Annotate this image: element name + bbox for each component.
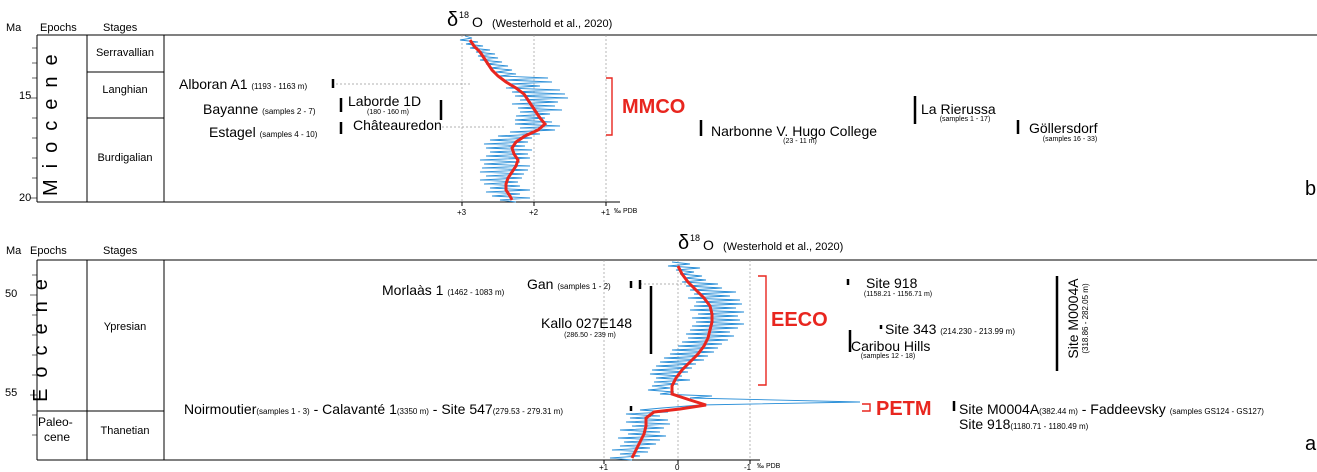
- panel-b-gridlines: [336, 35, 607, 202]
- panel-b-site-bars: [331, 79, 1020, 136]
- panel-b: Ma Epochs Stages δ 18 O (Westerhold et a…: [6, 9, 1317, 217]
- title-delta: δ: [447, 9, 459, 31]
- axis-tick-minus1: -1: [744, 463, 752, 472]
- site-gollersdorf: Göllersdorf: [1029, 120, 1098, 136]
- axis-unit: ‰ PDB: [757, 463, 781, 470]
- panel-a-gridlines: [603, 260, 751, 460]
- eeco-bracket: [758, 275, 767, 386]
- title-ref: (Westerhold et al., 2020): [492, 18, 613, 30]
- stage-ypresian: Ypresian: [103, 321, 147, 333]
- tick-50: 50: [5, 288, 18, 300]
- axis-tick-plus1: +1: [599, 463, 609, 472]
- site-caribou: Caribou Hills: [851, 338, 931, 354]
- panel-b-axis-ticks: [461, 202, 607, 206]
- stage-langhian: Langhian: [102, 84, 148, 96]
- tick-15: 15: [19, 90, 32, 102]
- panel-b-minor-ticks: [30, 47, 37, 199]
- stage-serravallian: Serravallian: [95, 47, 155, 59]
- panel-b-smooth-curve: [468, 39, 548, 201]
- stage-thanetian: Thanetian: [100, 425, 150, 437]
- site-caribou-samples: (samples 12 - 18): [860, 353, 916, 360]
- epoch-paleocene-1: Paleo-: [38, 415, 73, 429]
- mmco-bracket: [606, 77, 613, 136]
- epochs-header: Epochs: [40, 22, 77, 34]
- stages-header: Stages: [103, 245, 138, 257]
- site-laborde-range: (180 - 160 m): [366, 109, 410, 116]
- petm-918: Site 918(1180.71 - 1180.49 m): [959, 416, 1089, 432]
- site-rierussa-samples: (samples 1 - 17): [939, 116, 991, 123]
- panel-a-raw-curve: [609, 261, 861, 461]
- site-estagel: Estagel (samples 4 - 10): [209, 124, 318, 140]
- site-rierussa: La Rierussa: [921, 101, 996, 117]
- title-o: O: [703, 237, 714, 253]
- site-narbonne-range: (23 - 11 m): [783, 138, 817, 145]
- panel-b-frame: [36, 34, 1317, 203]
- site-918-range: (1158.21 - 1156.71 m): [863, 291, 933, 298]
- petm-right-sites: Site M0004A(382.44 m) - Faddeevsky (samp…: [959, 401, 1264, 417]
- site-narbonne: Narbonne V. Hugo College: [711, 123, 878, 139]
- site-bayanne: Bayanne (samples 2 - 7): [203, 101, 316, 117]
- title-o: O: [472, 14, 483, 30]
- site-alboran: Alboran A1 (1193 - 1163 m): [179, 76, 308, 92]
- axis-tick-plus2: +2: [529, 208, 539, 217]
- petm-bracket: [862, 403, 871, 412]
- epochs-header: Epochs: [30, 245, 67, 257]
- panel-a-minor-ticks: [30, 274, 37, 436]
- panel-letter-b: b: [1305, 178, 1317, 200]
- tick-55: 55: [5, 387, 18, 399]
- stages-header: Stages: [103, 22, 138, 34]
- event-eeco: EECO: [771, 309, 828, 331]
- tick-20: 20: [19, 192, 32, 204]
- ma-header: Ma: [6, 245, 22, 257]
- site-343: Site 343 (214.230 - 213.99 m): [885, 321, 1015, 337]
- epoch-paleocene-2: cene: [44, 430, 71, 444]
- event-petm: PETM: [876, 398, 932, 420]
- site-gollersdorf-samples: (samples 16 - 33): [1042, 136, 1098, 143]
- panel-a-site-bars: [629, 276, 1059, 411]
- site-morlaas: Morlaàs 1 (1462 - 1083 m): [382, 282, 505, 298]
- panel-a-frame: [36, 259, 1317, 461]
- panel-a-smooth-curve: [630, 265, 714, 459]
- title-sup: 18: [690, 233, 701, 243]
- petm-left-sites: Noirmoutier(samples 1 - 3) - Calavanté 1…: [184, 401, 563, 417]
- panel-b-raw-curve: [459, 35, 569, 203]
- site-chateauredon: Châteauredon: [353, 117, 442, 133]
- stage-burdigalian: Burdigalian: [97, 152, 153, 164]
- ma-header: Ma: [6, 22, 22, 34]
- axis-tick-plus1: +1: [601, 208, 611, 217]
- title-sup: 18: [459, 10, 470, 20]
- axis-tick-0: 0: [675, 463, 680, 472]
- title-delta: δ: [678, 232, 690, 254]
- site-kallo: Kallo 027E148: [541, 315, 633, 331]
- panel-a: Ma Epochs Stages δ 18 O (Westerhold et a…: [0, 232, 1317, 472]
- axis-unit: ‰ PDB: [614, 208, 638, 215]
- axis-tick-plus3: +3: [457, 208, 467, 217]
- site-918: Site 918: [866, 275, 918, 291]
- site-gan: Gan (samples 1 - 2): [527, 276, 611, 292]
- title-ref: (Westerhold et al., 2020): [723, 241, 844, 253]
- event-mmco: MMCO: [622, 96, 686, 118]
- site-kallo-range: (286.50 - 239 m): [564, 332, 616, 339]
- panel-letter-a: a: [1305, 433, 1317, 455]
- site-laborde: Laborde 1D: [348, 93, 422, 109]
- panel-a-axis-ticks: [603, 460, 751, 464]
